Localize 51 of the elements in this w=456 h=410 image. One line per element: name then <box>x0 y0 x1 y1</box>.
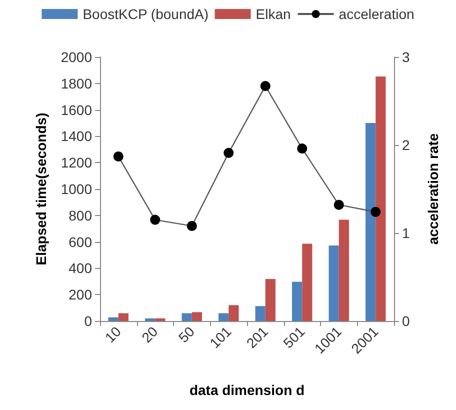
bar <box>265 279 276 321</box>
y-tick-label: 1800 <box>60 75 92 92</box>
point <box>150 214 160 225</box>
y-tick-label: 200 <box>68 286 92 303</box>
bar <box>108 317 118 321</box>
bar <box>155 318 166 321</box>
point <box>370 206 381 217</box>
bar <box>302 244 312 321</box>
x-tick-label: 10 <box>102 323 124 346</box>
bar <box>255 306 266 321</box>
point <box>260 81 270 92</box>
y-tick-label: 0 <box>84 313 92 329</box>
x-tick-label: 50 <box>175 323 198 346</box>
legend-label: BoostKCP (boundA) <box>82 6 209 22</box>
bar <box>192 312 202 321</box>
y-tick-label: 800 <box>68 207 92 224</box>
point <box>113 151 124 162</box>
y-tick-label: 1000 <box>60 181 92 197</box>
y2-tick-label: 2 <box>402 137 410 153</box>
x-tick-label: 501 <box>280 323 308 352</box>
x-tick-label: 101 <box>206 323 234 352</box>
bar <box>328 245 339 321</box>
bar <box>218 313 229 321</box>
y-tick-label: 1200 <box>60 154 92 171</box>
point <box>186 220 197 231</box>
bar <box>292 282 302 321</box>
bar <box>366 123 376 321</box>
bar <box>338 220 349 321</box>
point <box>224 148 234 158</box>
legend-label: acceleration <box>338 6 414 22</box>
y-tick-label: 1600 <box>60 102 92 118</box>
legend-label: Elkan <box>256 6 291 22</box>
bar <box>228 305 239 321</box>
y2-tick-label: 1 <box>402 225 410 241</box>
y2-tick-label: 0 <box>402 313 410 329</box>
y-tick-label: 400 <box>68 260 92 276</box>
bar <box>182 313 192 321</box>
point <box>334 200 344 210</box>
y2-axis-title: acceleration rate <box>425 133 441 245</box>
x-axis-title: data dimension d <box>189 382 305 398</box>
y-tick-label: 2000 <box>60 49 92 65</box>
bar <box>145 318 156 321</box>
y2-tick-label: 3 <box>402 49 410 65</box>
x-tick-label: 20 <box>138 323 161 346</box>
point <box>297 144 308 154</box>
x-tick-label: 201 <box>243 323 272 352</box>
y-tick-label: 600 <box>68 234 92 250</box>
y-tick-label: 1400 <box>60 128 92 144</box>
bar <box>376 76 386 321</box>
y-axis-title: Elapsed time(seconds) <box>33 112 49 266</box>
bar <box>118 313 128 321</box>
